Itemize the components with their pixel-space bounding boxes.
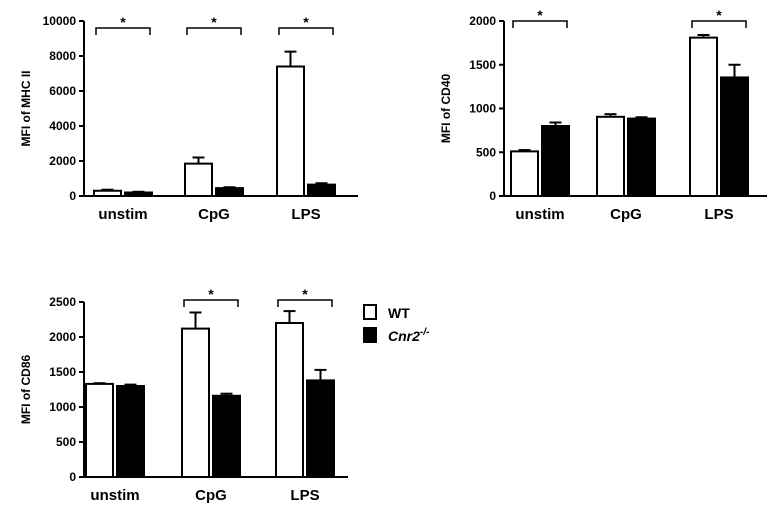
- bar-cnr2-cpg: [212, 394, 241, 478]
- significance-star: *: [208, 286, 214, 302]
- significance-bracket: [277, 299, 333, 307]
- significance-bracket: [278, 27, 334, 35]
- significance-star: *: [302, 286, 308, 302]
- category-label: unstim: [515, 206, 564, 223]
- bar-wt-lps: [276, 65, 305, 197]
- category-label: LPS: [704, 206, 733, 223]
- y-axis-title: MFI of CD86: [19, 355, 33, 425]
- y-tick-label: 6000: [49, 84, 76, 98]
- y-axis-title: MFI of MHC II: [19, 71, 33, 147]
- y-tick-label: 0: [69, 189, 76, 203]
- legend-label-wt: WT: [388, 305, 410, 321]
- category-label: LPS: [291, 206, 320, 223]
- y-tick-label: 1000: [469, 102, 496, 116]
- legend-label-cnr2-name: Cnr2: [388, 328, 420, 344]
- chart-mhc-ii: 0 2000 4000 6000 8000 10000 MFI of MHC II unsti…: [19, 14, 358, 223]
- bar-wt-lps: [275, 322, 304, 478]
- y-tick-label: 2000: [49, 154, 76, 168]
- bar-cnr2-lps: [306, 379, 335, 478]
- legend-swatch-cnr2: [363, 327, 377, 343]
- bar-cnr2-cpg: [627, 117, 656, 197]
- legend-label-cnr2: Cnr2-/-: [388, 327, 430, 344]
- significance-bracket: [691, 20, 747, 28]
- bar-cnr2-unstim: [541, 125, 570, 197]
- category-label: CpG: [610, 206, 642, 223]
- bar-cnr2-lps: [720, 76, 749, 197]
- significance-bracket: [183, 299, 239, 307]
- significance-star: *: [303, 14, 309, 30]
- chart-cd86: 0 500 1000 1500 2000 2500 MFI of CD86 unstim CpG…: [19, 286, 348, 504]
- y-tick-label: 10000: [43, 14, 77, 28]
- y-axis-title: MFI of CD40: [439, 74, 453, 144]
- y-tick-label: 2500: [49, 295, 76, 309]
- significance-bracket: [95, 27, 151, 35]
- y-tick-label: 8000: [49, 49, 76, 63]
- category-label: LPS: [290, 487, 319, 504]
- legend-swatch-wt: [363, 304, 377, 320]
- chart-cd40: 0 500 1000 1500 2000 MFI of CD40 unstim CpG LPS *…: [439, 7, 767, 223]
- y-tick-label: 4000: [49, 119, 76, 133]
- bar-wt-unstim: [510, 150, 539, 197]
- y-tick-label: 0: [69, 470, 76, 484]
- bar-cnr2-lps: [307, 183, 336, 197]
- y-tick-label: 2000: [49, 330, 76, 344]
- bar-wt-lps: [689, 36, 718, 197]
- bar-wt-cpg: [184, 162, 213, 197]
- category-label: unstim: [98, 206, 147, 223]
- bar-wt-cpg: [596, 115, 625, 197]
- significance-bracket: [512, 20, 568, 28]
- bar-cnr2-unstim: [124, 191, 153, 197]
- y-tick-label: 2000: [469, 14, 496, 28]
- legend: WT Cnr2-/-: [363, 304, 430, 344]
- category-label: unstim: [90, 487, 139, 504]
- bar-wt-unstim: [93, 189, 122, 197]
- significance-bracket: [186, 27, 242, 35]
- significance-star: *: [120, 14, 126, 30]
- y-tick-label: 0: [489, 189, 496, 203]
- significance-star: *: [211, 14, 217, 30]
- y-tick-label: 500: [476, 145, 496, 159]
- legend-label-cnr2-superscript: -/-: [420, 327, 430, 338]
- y-tick-label: 1500: [469, 58, 496, 72]
- bar-wt-cpg: [181, 327, 210, 478]
- y-tick-label: 500: [56, 435, 76, 449]
- y-tick-label: 1000: [49, 400, 76, 414]
- category-label: CpG: [195, 487, 227, 504]
- category-label: CpG: [198, 206, 230, 223]
- y-tick-label: 1500: [49, 365, 76, 379]
- significance-star: *: [716, 7, 722, 23]
- bar-wt-unstim: [85, 382, 114, 478]
- bar-cnr2-unstim: [116, 385, 145, 478]
- bar-cnr2-cpg: [215, 187, 244, 197]
- significance-star: *: [537, 7, 543, 23]
